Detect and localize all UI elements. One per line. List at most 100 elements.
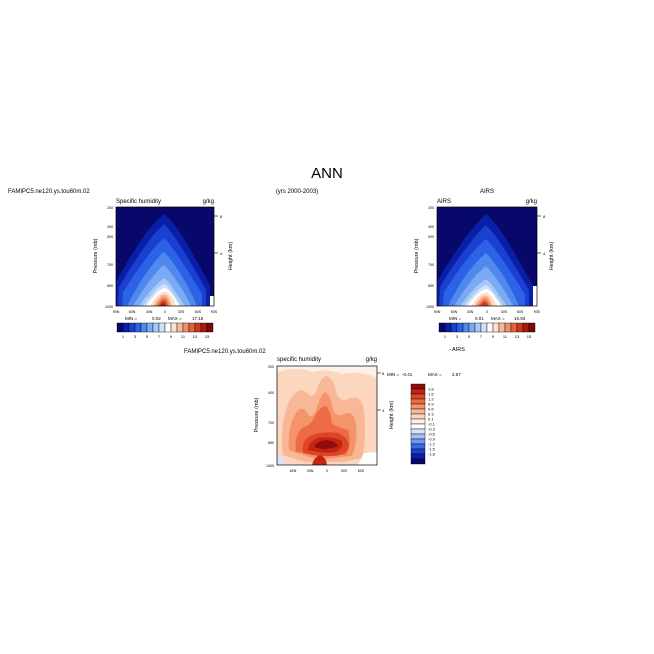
- x-tick-label: 30N: [146, 310, 153, 314]
- panel-obs: AIRS AIRS g/kg Pressure (mb) Height (km)…: [414, 189, 555, 321]
- x-tick-label: 30N: [307, 469, 314, 473]
- x-tick-label: 0: [486, 310, 488, 314]
- y-tick-label: 1000: [266, 464, 274, 468]
- min-label: MIN =: [449, 316, 461, 321]
- colorbar-swatch: [188, 322, 196, 333]
- colorbar-swatch: [504, 322, 512, 333]
- colorbar-note: - AIRS: [449, 347, 465, 353]
- colorbar-swatch: [444, 322, 452, 333]
- x-tick-label: 60N: [451, 310, 458, 314]
- colorbar-swatch: [146, 322, 154, 333]
- colorbar-swatch: [158, 322, 166, 333]
- colorbar-label: 5: [468, 334, 471, 339]
- colorbar-swatch: [152, 322, 160, 333]
- colorbar-label: -0.9: [428, 437, 436, 442]
- colorbar-label: -1.5: [428, 447, 436, 452]
- x-tick-label: 0: [164, 310, 166, 314]
- max-label: MAX =: [428, 372, 442, 377]
- colorbar-swatch: [410, 448, 426, 455]
- colorbar-swatch: [438, 322, 446, 333]
- x-tick-label: 90N: [113, 310, 120, 314]
- y-axis-label-right: Height (km): [549, 242, 555, 271]
- case-name-bottom: FAMIPC5.ne120.ys.tou60m.02: [184, 349, 266, 355]
- colorbar-swatch: [176, 322, 184, 333]
- colorbar-label: -1.8: [428, 452, 436, 457]
- panel-title: specific humidity: [277, 357, 321, 363]
- panel-units: g/kg: [526, 199, 537, 205]
- y-ticks-model: 200 400 500 700 850 1000: [105, 206, 113, 309]
- colorbar-swatch: [200, 322, 208, 333]
- colorbar-label: 11: [181, 334, 186, 339]
- colorbar-label: 13: [193, 334, 198, 339]
- colorbar-label: 0.9: [428, 402, 434, 407]
- right-tick-label: 4: [543, 251, 546, 256]
- y-axis-label-right: Height (km): [389, 401, 395, 430]
- y-tick-label: 400: [107, 225, 113, 229]
- y-tick-label: 400: [268, 391, 274, 395]
- y-ticks-obs: 200 400 500 700 850 1000: [426, 206, 434, 309]
- colorbar-label: 9: [492, 334, 495, 339]
- x-tick-label: 0: [326, 469, 328, 473]
- y-tick-label: 200: [428, 206, 434, 210]
- y-tick-label: 700: [107, 263, 113, 267]
- colorbar-label: 1: [444, 334, 447, 339]
- right-ticks-model: 8 4: [214, 214, 223, 256]
- max-label: MAX =: [491, 316, 505, 321]
- right-tick-label: 4: [382, 408, 385, 413]
- colorbar-label: 7: [480, 334, 483, 339]
- colorbar-swatch: [410, 388, 426, 395]
- colorbar-label: 1: [122, 334, 125, 339]
- colorbar-label: 11: [503, 334, 508, 339]
- min-value: 0.01: [475, 316, 484, 321]
- colorbar-swatch: [170, 322, 178, 333]
- colorbar-swatch: [128, 322, 136, 333]
- contour-field: [116, 207, 214, 306]
- min-label: MIN =: [387, 372, 399, 377]
- colorbar-swatch: [468, 322, 476, 333]
- colorbar-swatch: [410, 408, 426, 415]
- colorbar-swatch: [410, 413, 426, 420]
- colorbar-label: 3: [134, 334, 137, 339]
- colorbar-swatch: [410, 383, 426, 390]
- colorbar-label: 0.1: [428, 417, 434, 422]
- min-label: MIN =: [125, 316, 137, 321]
- colorbar-swatch: [462, 322, 470, 333]
- colorbar-obs: 1 3 5 7 9 11 13 15: [438, 322, 536, 339]
- colorbar-label: -0.3: [428, 427, 436, 432]
- colorbar-swatch: [140, 322, 148, 333]
- right-tick-label: 8: [382, 371, 385, 376]
- x-tick-label: 60N: [290, 469, 297, 473]
- right-tick-label: 4: [220, 251, 223, 256]
- colorbar-swatch: [410, 453, 426, 460]
- y-tick-label: 400: [428, 225, 434, 229]
- x-tick-label: 90S: [211, 310, 218, 314]
- panel-model: Specific humidity g/kg Pressure (mb) Hei…: [93, 199, 234, 321]
- colorbar-swatch: [134, 322, 142, 333]
- y-axis-label: Pressure (mb): [414, 238, 420, 273]
- colorbar-swatch: [410, 418, 426, 425]
- y-tick-label: 1000: [426, 305, 434, 309]
- contour-field: [437, 207, 537, 306]
- min-value: -0.41: [402, 372, 413, 377]
- colorbar-label: 13: [515, 334, 520, 339]
- colorbar-label: -1.2: [428, 442, 436, 447]
- case-name-left: FAMIPC5.ne120.ys.tou60m.02: [8, 189, 90, 195]
- right-tick-label: 8: [543, 214, 546, 219]
- y-axis-label-right: Height (km): [228, 242, 234, 271]
- x-ticks-model: 90N 60N 30N 0 30S 60S 90S: [113, 310, 218, 314]
- contour-field: [277, 366, 377, 465]
- y-tick-label: 200: [107, 206, 113, 210]
- x-ticks-obs: 90N 60N 30N 0 30S 60S 90S: [434, 310, 541, 314]
- colorbar-swatch: [410, 443, 426, 450]
- colorbar-swatch: [450, 322, 458, 333]
- y-tick-label: 200: [268, 365, 274, 369]
- colorbar-swatch: [410, 458, 426, 465]
- colorbar-label: -0.6: [428, 432, 436, 437]
- colorbar-swatch: [410, 423, 426, 430]
- x-tick-label: 60S: [195, 310, 202, 314]
- colorbar-label: 9: [170, 334, 173, 339]
- colorbar-diff: 1.81.51.20.90.60.30.1-0.1-0.3-0.6-0.9-1.…: [410, 383, 436, 465]
- colorbar-swatch: [510, 322, 518, 333]
- colorbar-swatch: [410, 393, 426, 400]
